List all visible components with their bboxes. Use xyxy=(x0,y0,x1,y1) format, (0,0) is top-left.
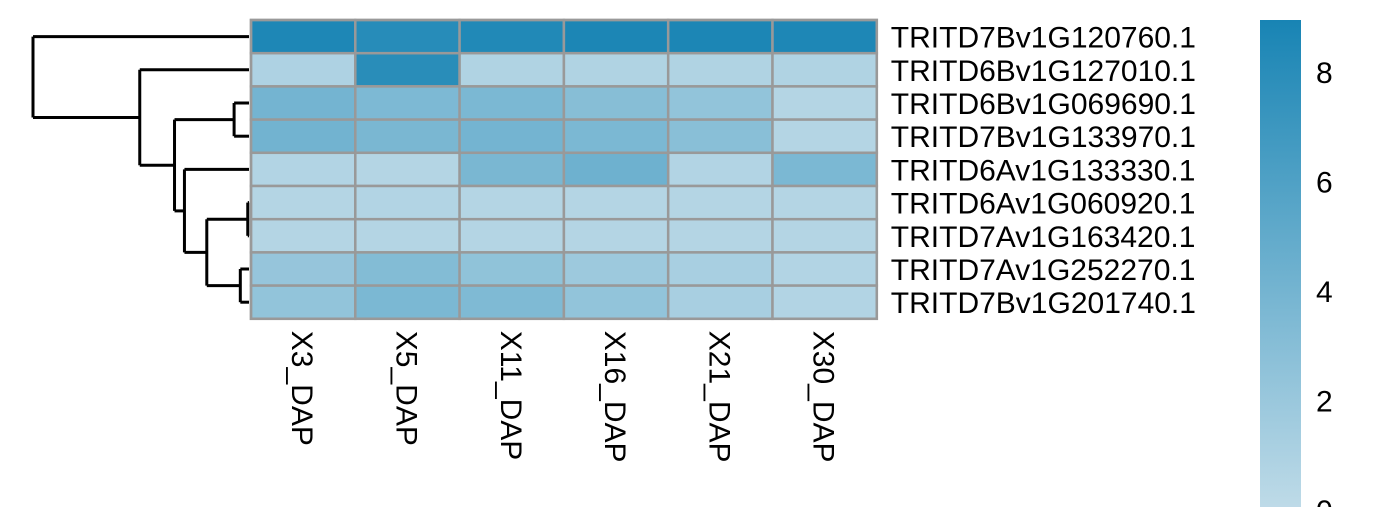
heatmap-cell xyxy=(666,18,774,55)
heatmap-cell xyxy=(458,18,566,55)
heatmap-border xyxy=(249,18,879,321)
heatmap-cell xyxy=(458,284,566,321)
heatmap-cell xyxy=(562,284,670,321)
row-label: TRITD6Bv1G127010.1 xyxy=(891,55,1196,88)
heatmap-cell xyxy=(562,51,670,88)
heatmap-cell xyxy=(771,51,879,88)
heatmap-cell xyxy=(354,85,461,121)
heatmap-cell xyxy=(458,217,566,254)
heatmap-cell xyxy=(354,51,461,88)
row-label: TRITD6Bv1G069690.1 xyxy=(891,88,1196,121)
column-labels: X3_DAP X5_DAP X11_DAP X16_DAP X21_DAP X30_DAP xyxy=(285,331,840,463)
column-label: X5_DAP xyxy=(389,331,422,446)
heatmap-cell xyxy=(771,118,879,155)
heatmap-cell xyxy=(249,18,357,55)
heatmap-cell xyxy=(771,85,879,121)
heatmap-cell xyxy=(771,184,879,221)
heatmap-cell xyxy=(249,151,357,188)
color-legend: 0 2 4 6 8 xyxy=(1260,20,1333,507)
heatmap-cell xyxy=(249,51,357,88)
row-label: TRITD7Av1G163420.1 xyxy=(891,221,1196,254)
row-label: TRITD7Bv1G133970.1 xyxy=(891,121,1196,154)
heatmap-cell xyxy=(771,151,879,188)
heatmap-cell xyxy=(458,151,566,188)
heatmap-cell xyxy=(666,51,774,88)
heatmap-cell xyxy=(666,284,774,321)
column-label: X11_DAP xyxy=(494,331,527,461)
heatmap-cell xyxy=(249,118,357,155)
heatmap-cell xyxy=(771,251,879,287)
heatmap-cell xyxy=(249,85,357,121)
row-labels: TRITD7Bv1G120760.1TRITD6Bv1G127010.1TRIT… xyxy=(891,22,1196,321)
heatmap-cell xyxy=(249,284,357,321)
row-label: TRITD7Bv1G201740.1 xyxy=(891,287,1196,320)
heatmap-cell xyxy=(458,51,566,88)
heatmap-cell xyxy=(562,118,670,155)
heatmap-cell xyxy=(354,118,461,155)
heatmap-cell xyxy=(458,184,566,221)
heatmap-cell xyxy=(354,217,461,254)
column-label: X3_DAP xyxy=(285,331,318,446)
column-label: X16_DAP xyxy=(598,331,631,463)
heatmap-cell xyxy=(354,284,461,321)
row-label: TRITD6Av1G133330.1 xyxy=(891,154,1196,187)
heatmap-cell xyxy=(666,217,774,254)
heatmap-cell xyxy=(249,217,357,254)
heatmap-cell xyxy=(666,251,774,287)
row-label: TRITD7Av1G252270.1 xyxy=(891,254,1196,287)
heatmap-cell xyxy=(354,18,461,55)
heatmap-cell xyxy=(562,85,670,121)
heatmap-cell xyxy=(354,151,461,188)
heatmap-cell xyxy=(249,184,357,221)
legend-tick-label: 0 xyxy=(1316,495,1333,507)
heatmap-cell xyxy=(458,85,566,121)
heatmap-cell xyxy=(666,85,774,121)
heatmap-cells xyxy=(249,18,879,321)
heatmap-cell xyxy=(458,118,566,155)
column-label: X30_DAP xyxy=(807,331,840,463)
legend-tick-label: 8 xyxy=(1316,57,1333,90)
heatmap-cell xyxy=(562,217,670,254)
legend-tick-label: 4 xyxy=(1316,276,1333,309)
row-dendrogram xyxy=(31,35,250,304)
heatmap-cell xyxy=(562,151,670,188)
heatmap-cell xyxy=(458,251,566,287)
heatmap-cell xyxy=(354,184,461,221)
column-label: X21_DAP xyxy=(702,331,735,463)
heatmap-cell xyxy=(562,251,670,287)
heatmap-cell xyxy=(249,251,357,287)
row-label: TRITD7Bv1G120760.1 xyxy=(891,22,1196,55)
heatmap-cell xyxy=(666,184,774,221)
heatmap-cell xyxy=(666,118,774,155)
legend-tick-label: 6 xyxy=(1316,167,1333,200)
heatmap-cell xyxy=(771,284,879,321)
heatmap-cell xyxy=(771,18,879,55)
heatmap-cell xyxy=(354,251,461,287)
row-label: TRITD6Av1G060920.1 xyxy=(891,188,1196,221)
legend-colorbar xyxy=(1260,20,1301,507)
legend-tick-label: 2 xyxy=(1316,386,1333,419)
heatmap-cell xyxy=(771,217,879,254)
heatmap-cell xyxy=(562,18,670,55)
heatmap-cell xyxy=(562,184,670,221)
heatmap-cell xyxy=(666,151,774,188)
